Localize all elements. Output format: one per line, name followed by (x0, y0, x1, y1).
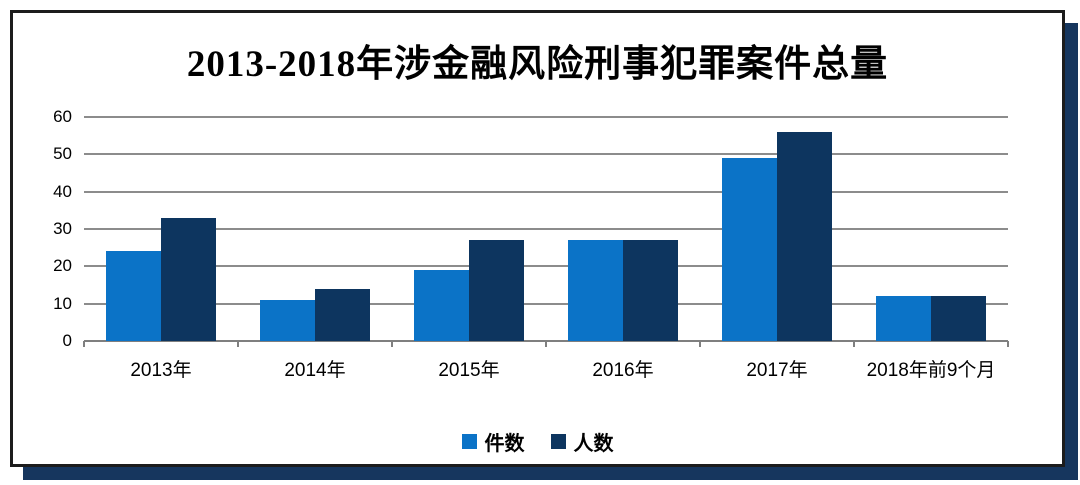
x-axis-tick (699, 341, 701, 347)
bar-人数 (161, 217, 216, 341)
gridline (84, 153, 1008, 156)
chart-frame: 2013-2018年涉金融风险刑事犯罪案件总量 0 10 20 30 40 50 60 201… (10, 10, 1065, 467)
bar-件数 (876, 296, 931, 341)
x-axis-tick (545, 341, 547, 347)
legend-swatch (550, 434, 566, 449)
legend: 件数 人数 (13, 427, 1062, 456)
x-axis-tick (853, 341, 855, 347)
legend-item: 件数 (461, 427, 525, 456)
x-axis-tick (1007, 341, 1009, 347)
chart-title: 2013-2018年涉金融风险刑事犯罪案件总量 (186, 44, 889, 85)
x-axis-label: 2018年前9个月 (866, 360, 996, 381)
x-axis-label: 2016年 (592, 360, 654, 381)
bar-人数 (469, 240, 524, 341)
x-axis-label: 2017年 (746, 360, 808, 381)
y-tick-label: 40 (53, 181, 72, 201)
bar-group (546, 117, 700, 341)
y-tick-label: 10 (53, 293, 72, 313)
gridline (84, 302, 1008, 305)
bar-group (238, 117, 392, 341)
bar-人数 (777, 131, 832, 341)
legend-label: 人数 (573, 433, 614, 455)
gridline (84, 190, 1008, 193)
y-tick-label: 30 (53, 219, 72, 238)
x-axis-label: 2015年 (438, 360, 500, 381)
gridline (84, 265, 1008, 268)
bar-group (700, 117, 854, 341)
bar-件数 (106, 251, 161, 341)
bar-人数 (315, 288, 370, 341)
x-axis-label: 2013年 (130, 360, 192, 381)
x-axis-tick (237, 341, 239, 347)
plot-area: 0 10 20 30 40 50 60 2013年 2014年 2015年 2016年 2017年 20… (53, 108, 1009, 381)
bar-人数 (623, 240, 678, 341)
bar-件数 (722, 158, 777, 341)
x-axis-tick (83, 341, 85, 347)
legend-label: 件数 (484, 433, 525, 455)
gridline (84, 116, 1008, 118)
bar-件数 (414, 270, 469, 341)
legend-item: 人数 (550, 427, 614, 456)
bar-group (392, 117, 546, 341)
y-tick-label: 60 (53, 107, 72, 126)
bar-件数 (568, 240, 623, 341)
y-tick-label: 50 (53, 144, 72, 164)
gridline (84, 228, 1008, 230)
bar-group (854, 117, 1008, 341)
x-axis-label: 2014年 (284, 360, 346, 381)
bar-group (84, 117, 238, 341)
x-axis-tick (391, 341, 393, 347)
legend-swatch (461, 434, 477, 449)
bar-人数 (931, 296, 986, 341)
y-tick-label: 20 (53, 256, 72, 276)
y-tick-label: 0 (62, 331, 72, 350)
bar-件数 (260, 299, 315, 341)
